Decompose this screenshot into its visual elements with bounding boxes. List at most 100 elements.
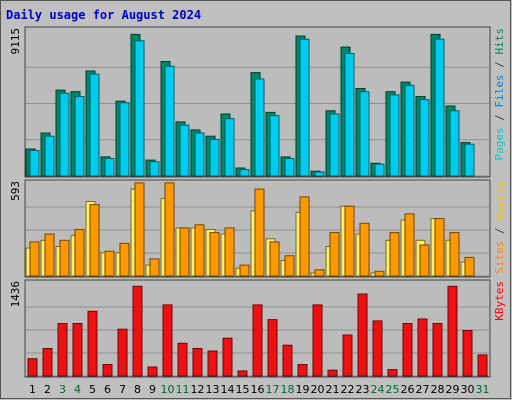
- right-label-part: /: [493, 108, 506, 128]
- x-tick-label: 11: [176, 383, 190, 396]
- series-kbytes: [27, 285, 488, 377]
- bar-sites-day-3: [59, 239, 70, 277]
- bar-kbytes-day-4: [72, 323, 83, 377]
- bar-kbytes-day-26: [402, 323, 413, 377]
- bar-files-day-23: [359, 91, 370, 177]
- bar-files-day-11: [179, 124, 190, 177]
- right-label-part: Files: [493, 74, 506, 107]
- bar-kbytes-day-13: [207, 350, 218, 377]
- chart-panels: 9115 Pages / Files / Hits 593 Sites / Visit…: [9, 26, 506, 378]
- panel-visits-sites: 593 Sites / Visits: [9, 179, 506, 278]
- bar-sites-day-10: [164, 182, 175, 277]
- bar-kbytes-day-8: [132, 285, 143, 377]
- bar-sites-day-24: [374, 270, 385, 277]
- x-tick-label: 25: [386, 383, 400, 396]
- bar-kbytes-day-20: [312, 304, 323, 377]
- bar-sites-day-9: [149, 258, 160, 277]
- x-tick-label: 16: [251, 383, 265, 396]
- bar-sites-day-21: [329, 232, 340, 277]
- bar-kbytes-day-25: [387, 369, 398, 377]
- bar-files-day-21: [329, 113, 340, 177]
- bar-files-day-2: [44, 135, 55, 177]
- y-max-label: 1436: [9, 281, 22, 308]
- bar-sites-day-8: [134, 182, 145, 277]
- bar-kbytes-day-21: [327, 369, 338, 377]
- bar-kbytes-day-27: [417, 318, 428, 377]
- bar-kbytes-day-29: [447, 285, 458, 377]
- x-tick-label: 21: [326, 383, 340, 396]
- bar-sites-day-16: [254, 188, 265, 277]
- right-label-part: /: [493, 221, 506, 241]
- bar-kbytes-day-22: [342, 334, 353, 377]
- bar-sites-day-14: [224, 227, 235, 277]
- right-axis-label: Pages / Files / Hits: [493, 28, 506, 161]
- bar-files-day-13: [209, 138, 220, 177]
- panel-kbytes: 1436 KBytes: [9, 279, 506, 378]
- y-max-label: 9115: [9, 28, 22, 55]
- bar-kbytes-day-15: [237, 370, 248, 377]
- bar-kbytes-day-5: [87, 310, 98, 377]
- bar-files-day-12: [194, 132, 205, 177]
- series-sites: [29, 182, 475, 277]
- bar-kbytes-day-16: [252, 304, 263, 377]
- bar-kbytes-day-6: [102, 364, 113, 377]
- bar-sites-day-19: [299, 196, 310, 277]
- bar-files-day-25: [389, 94, 400, 177]
- x-tick-label: 20: [311, 383, 325, 396]
- right-label-part: Hits: [493, 28, 506, 55]
- bar-kbytes-day-30: [462, 330, 473, 377]
- bar-sites-day-30: [464, 256, 475, 277]
- x-tick-label: 24: [371, 383, 385, 396]
- bar-sites-day-1: [29, 241, 40, 277]
- right-axis-label: Sites / Visits: [493, 181, 506, 274]
- bar-files-day-3: [59, 92, 70, 177]
- x-tick-label: 28: [431, 383, 445, 396]
- bar-files-day-30: [464, 143, 475, 177]
- bar-sites-day-2: [44, 233, 55, 277]
- bar-sites-day-23: [359, 222, 370, 277]
- x-tick-label: 26: [401, 383, 415, 396]
- bar-kbytes-day-24: [372, 320, 383, 377]
- x-tick-label: 23: [356, 383, 370, 396]
- bar-sites-day-20: [314, 269, 325, 277]
- bar-kbytes-day-12: [192, 348, 203, 377]
- right-label-part: /: [493, 55, 506, 75]
- bar-sites-day-27: [419, 244, 430, 277]
- x-axis: 1 2 3 4 5 6 7 8 9 10 11 12 13 14 15 16 17 18 19 20 21 22 23 24 2…: [29, 383, 490, 396]
- bar-kbytes-day-3: [57, 323, 68, 377]
- bar-files-day-15: [239, 169, 250, 177]
- chart-title: Daily usage for August 2024: [6, 8, 201, 22]
- bar-files-day-10: [164, 65, 175, 177]
- bar-files-day-26: [404, 84, 415, 177]
- bar-files-day-27: [419, 99, 430, 177]
- x-tick-label: 15: [236, 383, 250, 396]
- bar-kbytes-day-23: [357, 293, 368, 377]
- x-tick-label: 7: [119, 383, 126, 396]
- bar-sites-day-25: [389, 232, 400, 277]
- right-label-part: KBytes: [493, 281, 506, 321]
- x-tick-label: 22: [341, 383, 355, 396]
- bar-kbytes-day-31: [477, 354, 488, 377]
- bar-files-day-24: [374, 163, 385, 177]
- x-tick-label: 2: [44, 383, 51, 396]
- x-tick-label: 13: [206, 383, 220, 396]
- bar-files-day-14: [224, 118, 235, 177]
- bar-files-day-9: [149, 161, 160, 177]
- bar-kbytes-day-2: [42, 348, 53, 377]
- x-tick-label: 8: [134, 383, 141, 396]
- bar-files-day-4: [74, 96, 85, 177]
- series-files: [29, 38, 475, 177]
- bar-kbytes-day-19: [297, 364, 308, 377]
- bar-sites-day-29: [449, 232, 460, 277]
- bar-files-day-5: [89, 73, 100, 177]
- y-max-label: 593: [9, 181, 22, 201]
- bar-files-day-6: [104, 158, 115, 177]
- bar-files-day-1: [29, 150, 40, 177]
- bar-sites-day-22: [344, 205, 355, 277]
- bar-files-day-8: [134, 40, 145, 177]
- x-tick-label: 3: [59, 383, 66, 396]
- x-tick-label: 30: [461, 383, 475, 396]
- bar-sites-day-7: [119, 242, 130, 277]
- x-tick-label: 10: [161, 383, 175, 396]
- bar-files-day-18: [284, 158, 295, 177]
